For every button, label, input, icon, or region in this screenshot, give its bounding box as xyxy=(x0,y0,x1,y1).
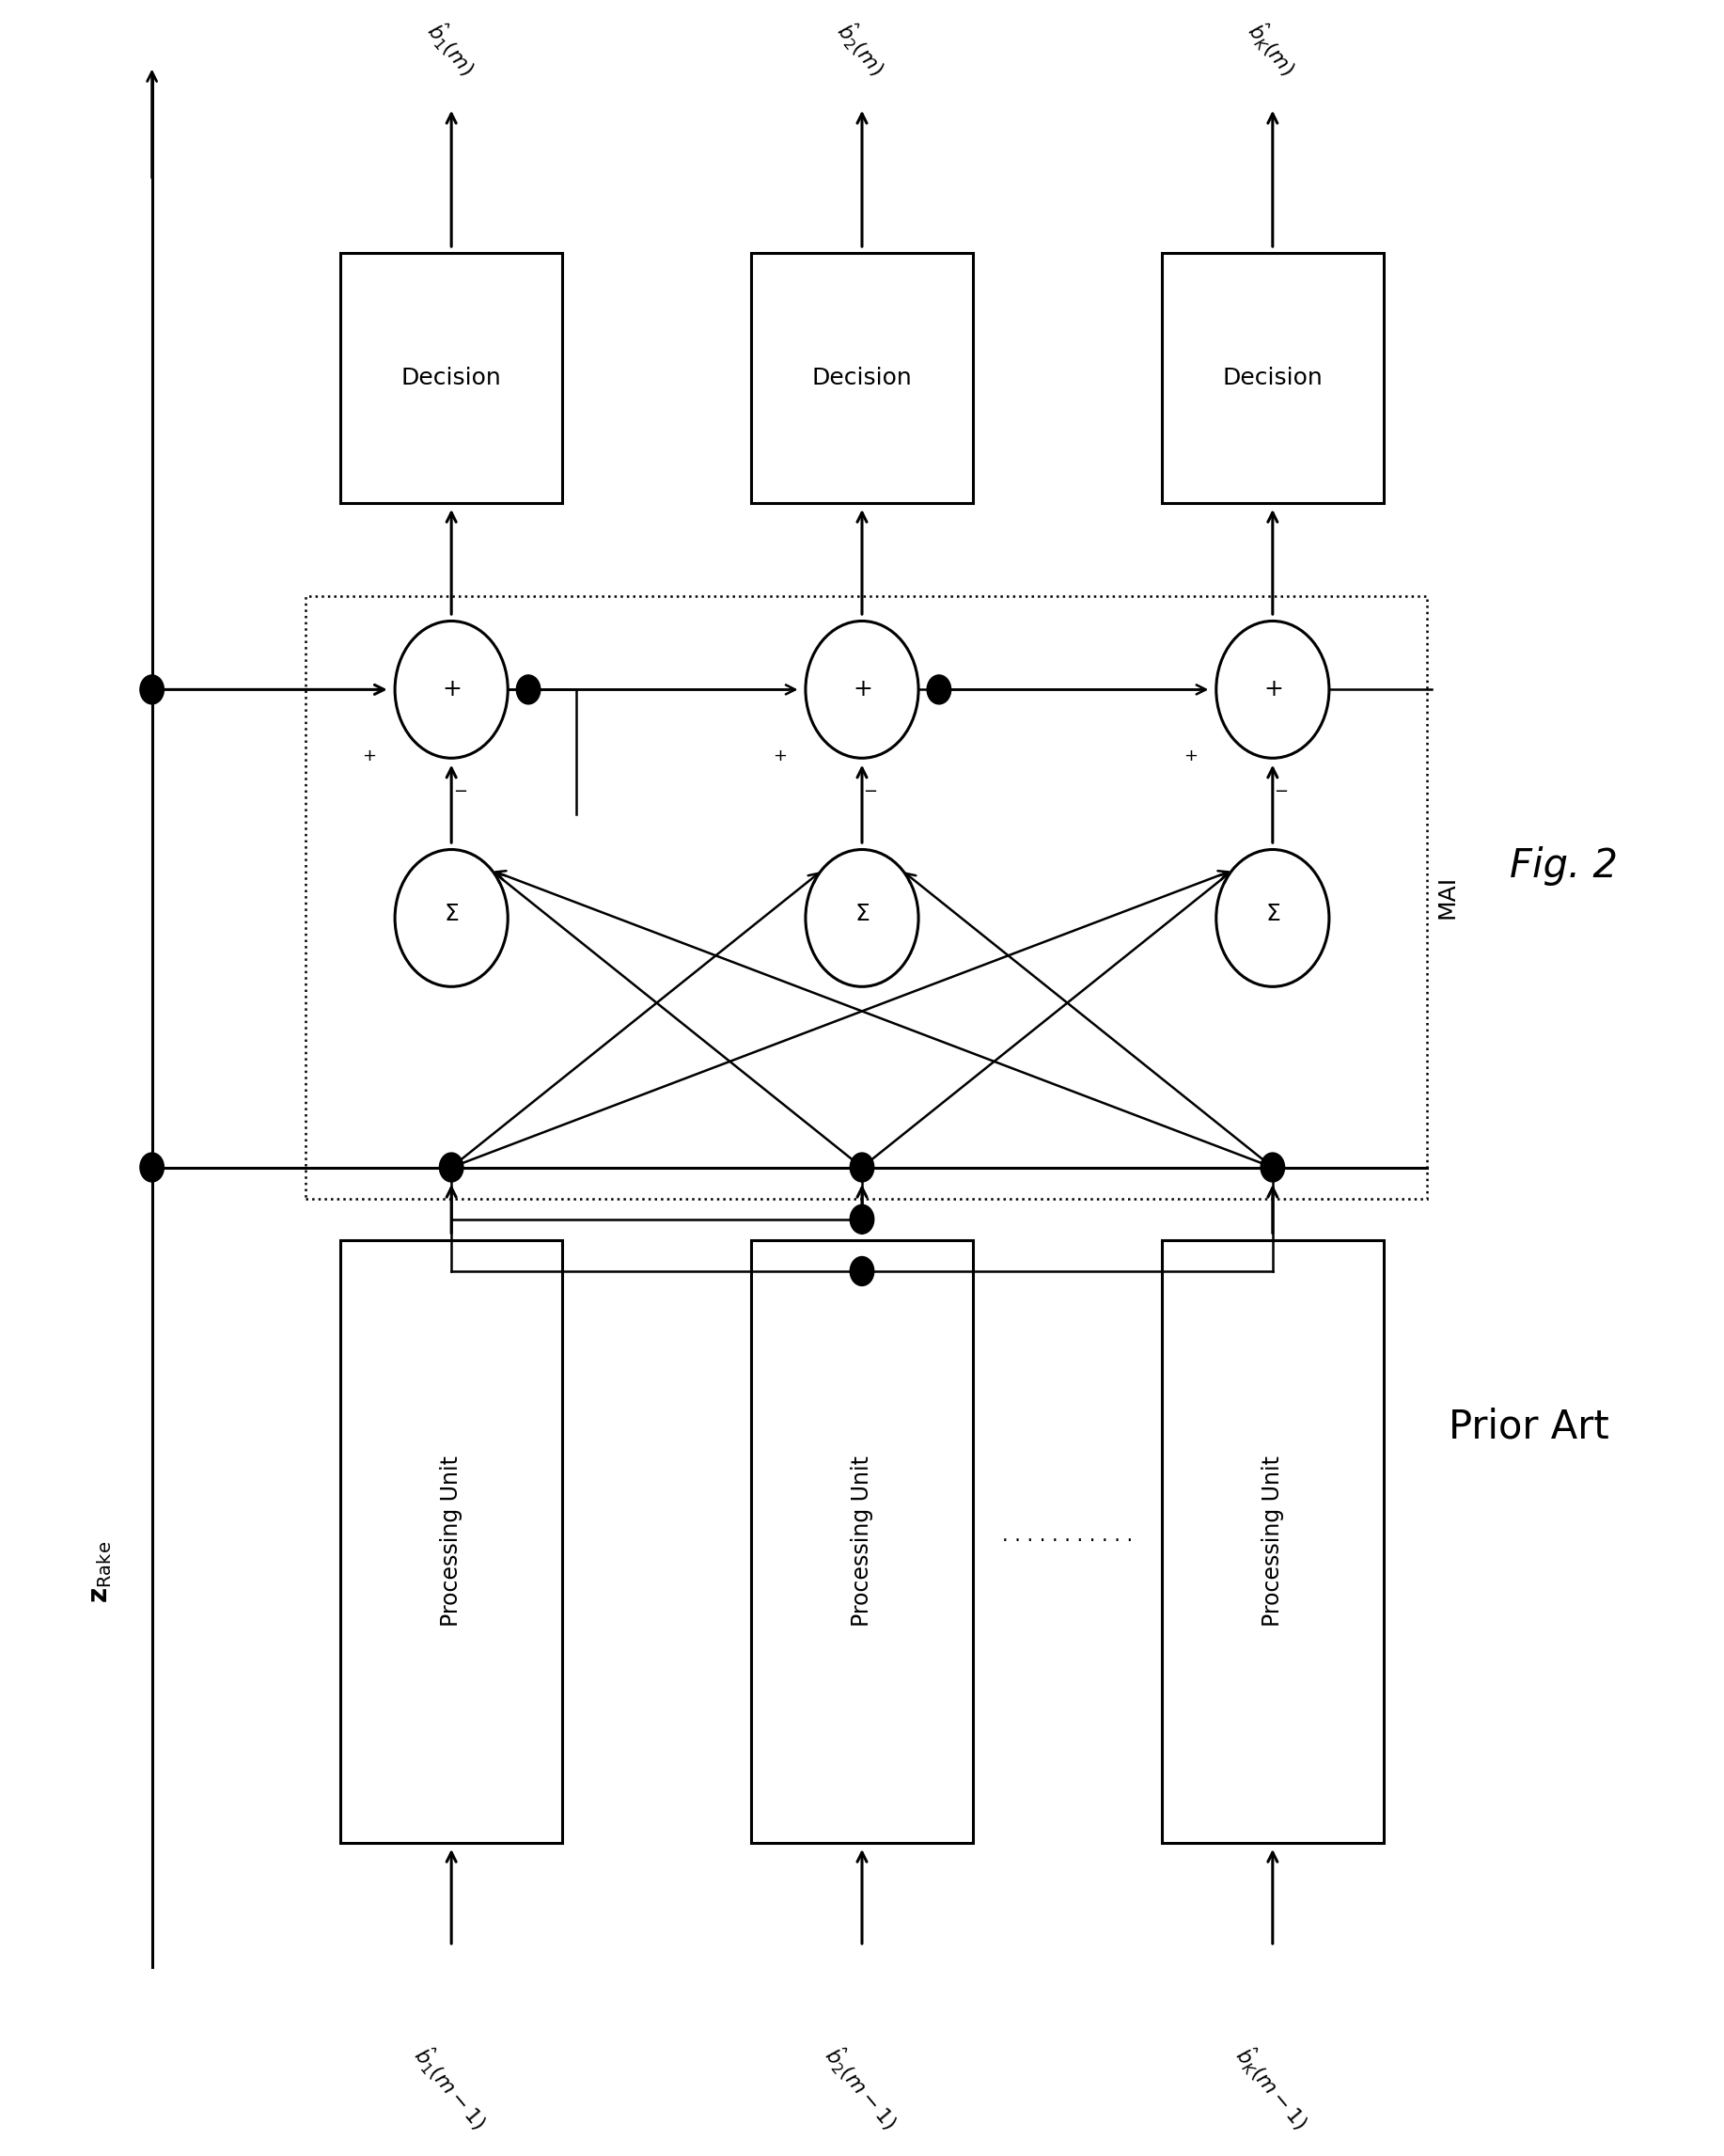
Circle shape xyxy=(850,1205,874,1233)
Text: $+$: $+$ xyxy=(1264,679,1283,701)
Text: $\Sigma$: $\Sigma$ xyxy=(443,903,459,925)
Text: Processing Unit: Processing Unit xyxy=(1262,1455,1284,1628)
Text: Decision: Decision xyxy=(812,367,912,390)
Text: +: + xyxy=(1183,748,1198,765)
Bar xyxy=(340,254,562,502)
Text: Prior Art: Prior Art xyxy=(1448,1408,1610,1447)
Circle shape xyxy=(140,675,164,705)
Circle shape xyxy=(140,1153,164,1181)
Circle shape xyxy=(395,621,509,759)
Text: $\Sigma$: $\Sigma$ xyxy=(1265,903,1281,925)
Circle shape xyxy=(805,621,919,759)
Bar xyxy=(750,254,974,502)
Text: −: − xyxy=(1274,783,1288,800)
Circle shape xyxy=(395,849,509,987)
Text: $+$: $+$ xyxy=(852,679,872,701)
Text: $\hat{b}_1(m)$: $\hat{b}_1(m)$ xyxy=(421,15,483,82)
Text: $\hat{b}_2(m-1)$: $\hat{b}_2(m-1)$ xyxy=(819,2040,905,2134)
Text: +: + xyxy=(772,748,786,765)
Circle shape xyxy=(928,675,952,705)
Text: −: − xyxy=(864,783,878,800)
Text: Fig. 2: Fig. 2 xyxy=(1510,847,1617,886)
Text: Processing Unit: Processing Unit xyxy=(440,1455,462,1628)
Text: · · · · · · · · · · ·: · · · · · · · · · · · xyxy=(1002,1531,1133,1550)
Text: +: + xyxy=(362,748,376,765)
Text: $\hat{b}_K(m-1)$: $\hat{b}_K(m-1)$ xyxy=(1229,2040,1315,2134)
Bar xyxy=(750,1240,974,1843)
Text: $\hat{b}_1(m-1)$: $\hat{b}_1(m-1)$ xyxy=(409,2040,495,2134)
Text: Processing Unit: Processing Unit xyxy=(850,1455,874,1628)
Circle shape xyxy=(517,675,540,705)
Circle shape xyxy=(440,1153,464,1181)
Text: $\hat{b}_2(m)$: $\hat{b}_2(m)$ xyxy=(831,15,893,82)
Circle shape xyxy=(805,849,919,987)
Circle shape xyxy=(850,1257,874,1285)
Text: Decision: Decision xyxy=(1222,367,1322,390)
Text: −: − xyxy=(453,783,467,800)
Circle shape xyxy=(1215,621,1329,759)
Text: MAI: MAI xyxy=(1436,875,1459,918)
Bar xyxy=(1162,1240,1384,1843)
Text: $+$: $+$ xyxy=(441,679,460,701)
Circle shape xyxy=(1260,1153,1284,1181)
Bar xyxy=(305,595,1427,1199)
Bar xyxy=(1162,254,1384,502)
Text: Decision: Decision xyxy=(402,367,502,390)
Text: $\mathbf{z}_{\mathrm{Rake}}$: $\mathbf{z}_{\mathrm{Rake}}$ xyxy=(88,1542,114,1604)
Circle shape xyxy=(850,1153,874,1181)
Circle shape xyxy=(1215,849,1329,987)
Bar xyxy=(340,1240,562,1843)
Text: $\hat{b}_K(m)$: $\hat{b}_K(m)$ xyxy=(1241,15,1303,82)
Text: $\Sigma$: $\Sigma$ xyxy=(855,903,869,925)
